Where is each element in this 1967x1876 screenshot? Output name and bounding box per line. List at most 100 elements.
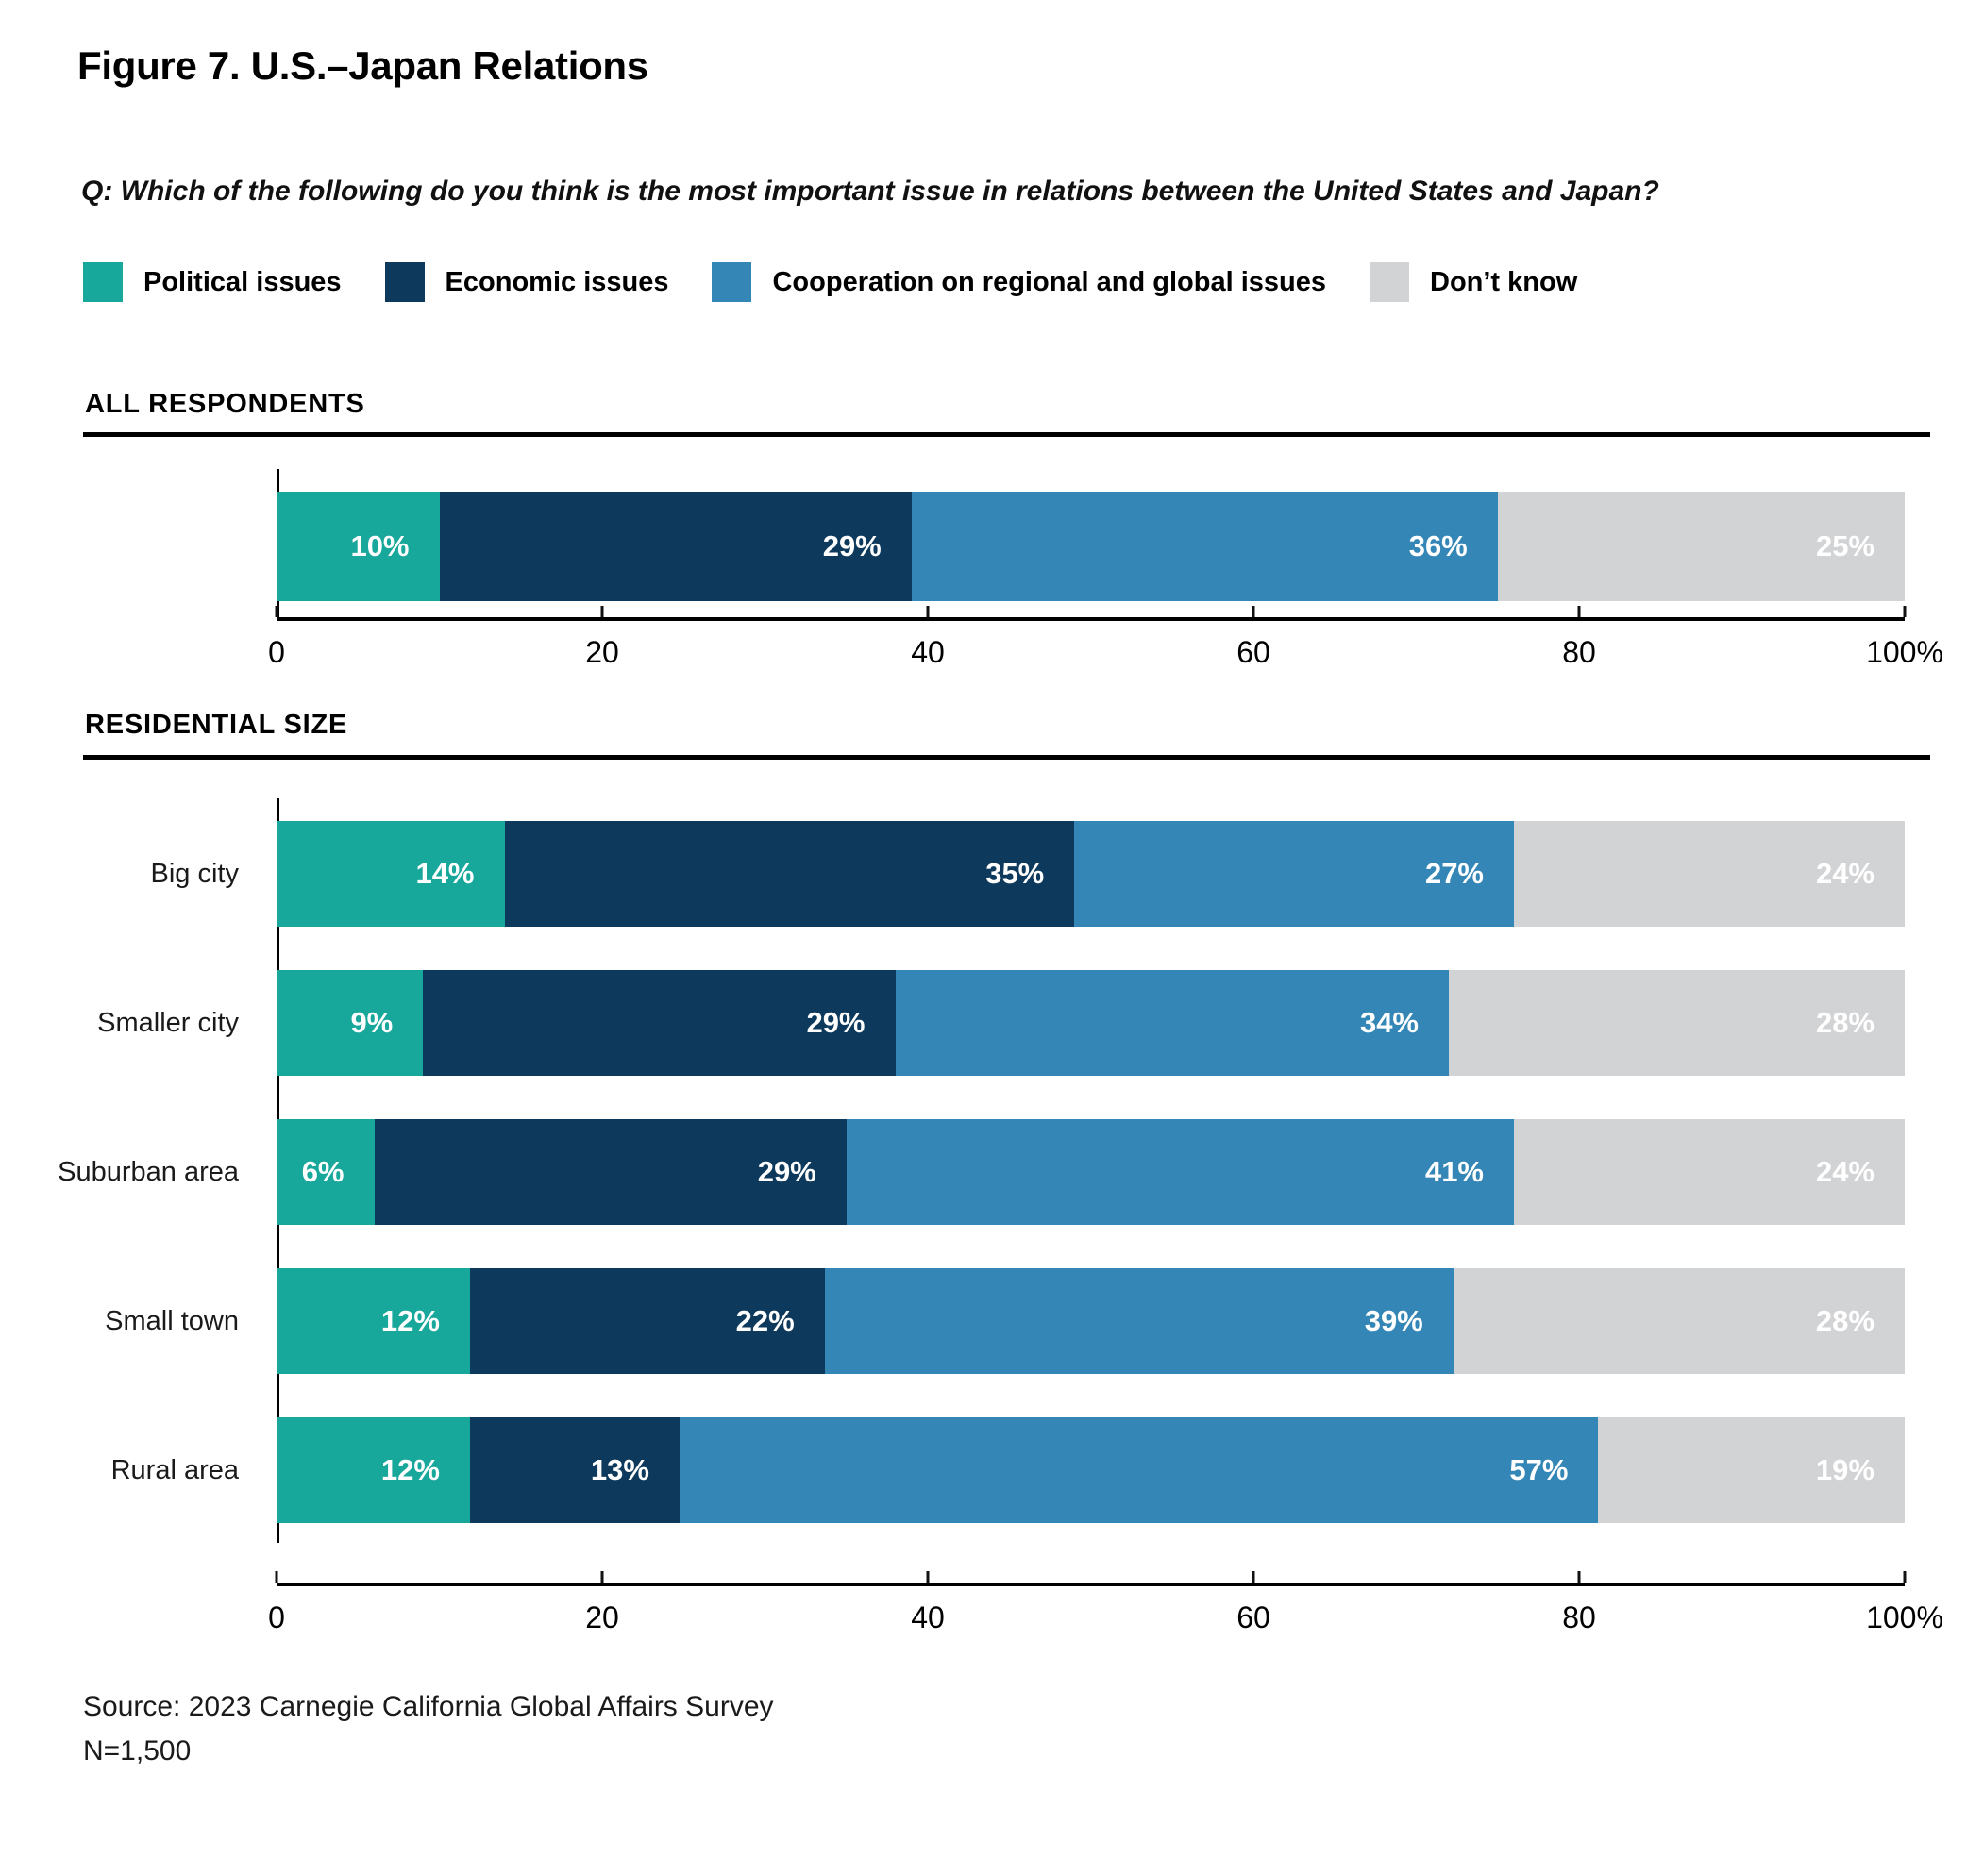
bar-segment-political-issues: 9% [277, 970, 424, 1076]
bar-row-all-respondents: 10% 29% 36% 25% [277, 492, 1905, 601]
x-axis: 0 20 40 60 80 100% [268, 601, 1943, 677]
survey-question: Q: Which of the following do you think i… [81, 176, 1659, 207]
sample-size-text: N=1,500 [83, 1734, 192, 1767]
bar-row-suburban-area: Suburban area 6% 29% 41% 24% [58, 1119, 1905, 1225]
stacked-bar: 10% 29% 36% 25% [277, 492, 1905, 601]
bar-segment-cooperation-on-regional-and-global-issues: 39% [824, 1268, 1454, 1374]
section-title-residential-size: RESIDENTIAL SIZE [85, 710, 348, 740]
axis-tick-label: 40 [911, 635, 945, 669]
x-axis: 0 20 40 60 80 100% [268, 1566, 1943, 1642]
axis-tick [1903, 1571, 1907, 1583]
bar-value-label: 12% [380, 1453, 440, 1486]
axis-tick-label: 100% [1866, 1600, 1943, 1634]
legend-item-economic-issues: Economic issues [384, 262, 669, 302]
bar-segment-cooperation-on-regional-and-global-issues: 57% [679, 1417, 1599, 1523]
bar-segment-economic-issues: 29% [374, 1119, 847, 1225]
bar-segment-don-t-know: 24% [1514, 1119, 1905, 1225]
bar-segment-political-issues: 12% [277, 1417, 470, 1523]
figure-title: Figure 7. U.S.–Japan Relations [77, 43, 648, 88]
category-label: Big city [150, 858, 239, 889]
bar-segment-economic-issues: 22% [469, 1268, 825, 1374]
bar-segment-economic-issues: 29% [439, 492, 912, 601]
bar-value-label: 28% [1815, 1006, 1875, 1039]
legend-swatch-don-t-know-icon [1370, 262, 1409, 302]
axis-tick [1252, 606, 1255, 617]
axis-tick [1577, 606, 1581, 617]
legend-item-don-t-know: Don’t know [1370, 262, 1577, 302]
bar-segment-don-t-know: 28% [1453, 1268, 1905, 1374]
legend-swatch-cooperation-on-regional-and-global-issues-icon [712, 262, 752, 302]
stacked-bar: 14% 35% 27% 24% [277, 821, 1905, 927]
bar-segment-political-issues: 6% [277, 1119, 375, 1225]
x-axis-line [277, 617, 1905, 621]
bar-value-label: 19% [1815, 1453, 1875, 1486]
bar-value-label: 29% [822, 529, 882, 562]
axis-tick [1577, 1571, 1581, 1583]
bar-row-big-city: Big city 14% 35% 27% 24% [151, 821, 1905, 927]
axis-tick [275, 1571, 278, 1583]
axis-tick-label: 80 [1562, 1600, 1596, 1634]
axis-tick [275, 606, 278, 617]
bar-value-label: 29% [806, 1006, 866, 1039]
source-text: Source: 2023 Carnegie California Global … [83, 1691, 774, 1722]
bar-value-label: 39% [1364, 1304, 1423, 1337]
section-title-all-respondents: ALL RESPONDENTS [85, 389, 365, 419]
residential-size-chart: Big city 14% 35% 27% 24% Smaller city 9% 29% 34%… [58, 798, 1943, 1642]
bar-value-label: 27% [1424, 857, 1484, 890]
bar-segment-don-t-know: 19% [1598, 1417, 1905, 1523]
axis-tick-label: 60 [1236, 1600, 1270, 1634]
section-rule-residential-size [83, 755, 1930, 760]
bar-value-label: 24% [1815, 1155, 1875, 1188]
category-label: Small town [105, 1305, 239, 1336]
axis-tick-label: 20 [585, 635, 619, 669]
axis-tick-label: 0 [268, 1600, 285, 1634]
bar-segment-don-t-know: 24% [1514, 821, 1905, 927]
bar-segment-cooperation-on-regional-and-global-issues: 36% [911, 492, 1498, 601]
bar-value-label: 13% [590, 1453, 649, 1486]
bar-value-label: 22% [735, 1304, 795, 1337]
all-respondents-chart: 10% 29% 36% 25% 0 20 40 60 80 100% [268, 469, 1943, 677]
axis-tick-label: 0 [268, 635, 285, 669]
legend-swatch-political-issues-icon [83, 262, 123, 302]
bar-value-label: 36% [1408, 529, 1468, 562]
bar-segment-political-issues: 10% [277, 492, 440, 601]
source-note: Source: 2023 Carnegie California Global … [83, 1685, 774, 1773]
stacked-bar: 12% 22% 39% 28% [277, 1268, 1905, 1374]
axis-tick [1903, 606, 1907, 617]
bar-value-label: 28% [1815, 1304, 1875, 1337]
bar-segment-economic-issues: 29% [423, 970, 896, 1076]
category-label: Suburban area [58, 1156, 239, 1187]
bar-value-label: 41% [1424, 1155, 1484, 1188]
legend-label: Cooperation on regional and global issue… [772, 266, 1326, 297]
legend: Political issues Economic issues Cooperati… [83, 262, 1577, 302]
legend-item-cooperation-on-regional-and-global-issues: Cooperation on regional and global issue… [712, 262, 1326, 302]
legend-label: Economic issues [445, 266, 669, 297]
stacked-bar: 9% 29% 34% 28% [277, 970, 1905, 1076]
bar-value-label: 34% [1359, 1006, 1419, 1039]
axis-tick-label: 20 [585, 1600, 619, 1634]
bar-segment-don-t-know: 28% [1449, 970, 1905, 1076]
stacked-bar: 12% 13% 57% 19% [277, 1417, 1905, 1523]
axis-tick-label: 60 [1236, 635, 1270, 669]
bar-value-label: 29% [757, 1155, 816, 1188]
bar-value-label: 14% [415, 857, 475, 890]
bar-row-rural-area: Rural area 12% 13% 57% 19% [111, 1417, 1905, 1523]
axis-tick-label: 40 [911, 1600, 945, 1634]
legend-label: Don’t know [1430, 266, 1578, 297]
axis-tick [600, 606, 604, 617]
category-label: Rural area [110, 1454, 239, 1485]
bar-value-label: 35% [985, 857, 1045, 890]
axis-tick-label: 100% [1866, 635, 1943, 669]
section-rule-all-respondents [83, 432, 1930, 437]
x-axis-line [277, 1583, 1905, 1586]
bar-segment-political-issues: 12% [277, 1268, 470, 1374]
bar-value-label: 10% [350, 529, 410, 562]
bar-value-label: 57% [1509, 1453, 1569, 1486]
legend-item-political-issues: Political issues [83, 262, 342, 302]
bar-segment-cooperation-on-regional-and-global-issues: 41% [846, 1119, 1514, 1225]
bar-value-label: 9% [350, 1006, 394, 1039]
axis-tick [1252, 1571, 1255, 1583]
axis-tick-label: 80 [1562, 635, 1596, 669]
legend-label: Political issues [143, 266, 342, 297]
